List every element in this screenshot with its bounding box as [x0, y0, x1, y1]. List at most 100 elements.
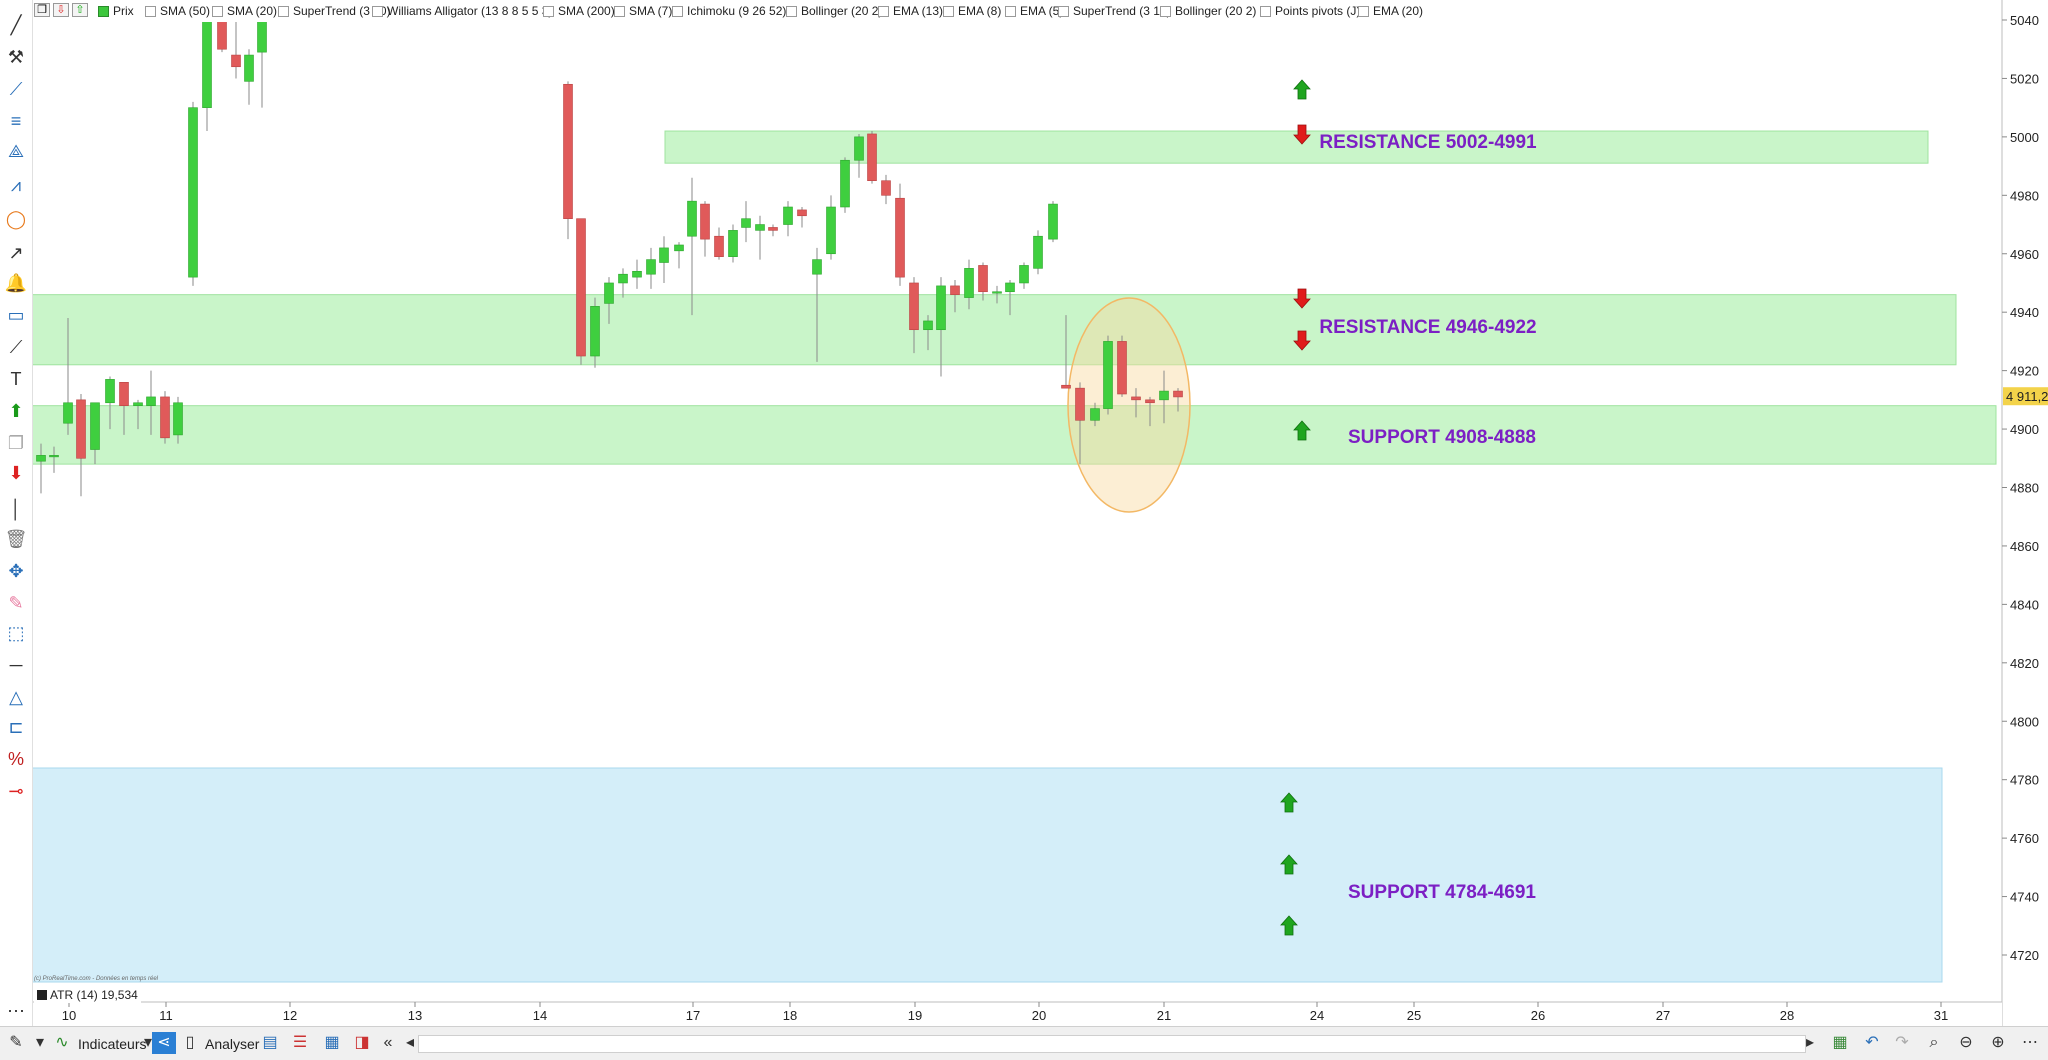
candle[interactable] [1090, 402, 1100, 427]
candle[interactable] [923, 315, 933, 351]
share-icon[interactable]: ⋖ [152, 1032, 176, 1054]
restore-window-icon[interactable]: ❐ [34, 3, 50, 17]
candle[interactable] [1033, 230, 1043, 275]
candle[interactable] [173, 396, 183, 444]
candle[interactable] [646, 247, 656, 289]
pencil-icon[interactable]: ✎ [8, 593, 24, 613]
calendar-icon[interactable]: ▦ [1832, 1034, 1848, 1051]
price-chart[interactable]: RESISTANCE 5002-4991 RESISTANCE 4946-4922… [0, 0, 2048, 1026]
undo-icon[interactable]: ↶ [1865, 1034, 1879, 1051]
horizontal-line-icon[interactable]: ─ [9, 655, 23, 675]
zoom-rect-icon[interactable]: ⬚ [7, 623, 25, 643]
indicator-checkbox[interactable] [1058, 5, 1069, 17]
indicator-checkbox[interactable] [372, 5, 383, 17]
indicator-toggle[interactable]: Points pivots (J) [1260, 4, 1360, 18]
indicator-toggle[interactable]: EMA (5) [1005, 4, 1063, 18]
candle[interactable] [1159, 370, 1169, 424]
vertical-line-icon[interactable]: │ [10, 499, 22, 519]
indicator-toggle[interactable]: EMA (13) [878, 4, 943, 18]
indicators-icon[interactable]: ∿ [55, 1034, 69, 1051]
trash-icon[interactable]: 🗑 [4, 529, 28, 549]
candle[interactable] [840, 157, 850, 213]
candle[interactable] [188, 101, 198, 286]
zoom-area-icon[interactable]: ⌕ [1929, 1034, 1939, 1051]
channel-icon[interactable]: ⊏ [8, 717, 24, 737]
candle[interactable] [881, 174, 891, 205]
scroll-left-icon[interactable]: ◂ [405, 1034, 415, 1051]
ray-icon[interactable]: ⊸ [8, 781, 24, 801]
candle[interactable] [797, 207, 807, 228]
candle[interactable] [618, 268, 628, 298]
candle[interactable] [700, 201, 710, 257]
fib-extension-icon[interactable]: ⩘ [10, 175, 22, 195]
up-arrow-icon[interactable] [1280, 792, 1298, 813]
comment-icon[interactable]: ▤ [262, 1034, 278, 1051]
percent-icon[interactable]: % [7, 749, 24, 769]
more-options-icon[interactable]: ⋯ [2022, 1034, 2038, 1051]
indicator-toggle[interactable]: Williams Alligator (13 8 8 5 5 3) [372, 4, 552, 18]
indicator-toggle[interactable]: EMA (8) [943, 4, 1001, 18]
indicator-checkbox[interactable] [212, 5, 223, 17]
candle[interactable] [1019, 262, 1029, 289]
indicator-checkbox[interactable] [943, 5, 954, 17]
candle[interactable] [1005, 280, 1015, 316]
candle[interactable] [826, 195, 836, 260]
down-arrow-icon[interactable] [1293, 288, 1311, 309]
candle[interactable] [854, 133, 864, 178]
indicator-checkbox[interactable] [278, 5, 289, 17]
portfolio-icon[interactable]: ◨ [354, 1034, 370, 1051]
down-arrow-icon[interactable]: ⬇ [8, 463, 24, 483]
candle[interactable] [576, 218, 586, 365]
candle[interactable] [563, 81, 573, 240]
text-icon[interactable]: T [10, 369, 22, 389]
list-icon[interactable]: ☰ [292, 1034, 308, 1051]
fib-projection-icon[interactable]: ⟁ [7, 141, 25, 161]
candle[interactable] [867, 131, 877, 184]
candle[interactable] [741, 201, 751, 243]
candle[interactable] [119, 382, 129, 435]
indicators-button[interactable]: Indicateurs [78, 1036, 147, 1052]
time-axis[interactable] [32, 1002, 2002, 1026]
copy-icon[interactable]: ❐ [7, 433, 25, 453]
dropdown-icon[interactable]: ▾ [35, 1034, 45, 1051]
candle[interactable] [1048, 201, 1058, 243]
up-arrow-icon[interactable] [1280, 915, 1298, 936]
candle[interactable] [632, 259, 642, 289]
indicator-checkbox[interactable] [1160, 5, 1171, 17]
candle[interactable] [1103, 335, 1113, 415]
down-arrow-icon[interactable] [1293, 330, 1311, 351]
analyser-icon[interactable]: ▯ [185, 1034, 195, 1051]
candle[interactable] [812, 247, 822, 362]
candle[interactable] [1117, 335, 1127, 397]
candle[interactable] [978, 262, 988, 301]
indicator-checkbox[interactable] [786, 5, 797, 17]
fan-icon[interactable]: ⟋ [9, 79, 23, 99]
zoom-in-icon[interactable]: ⊕ [1991, 1034, 2005, 1051]
candle[interactable] [768, 224, 778, 237]
more-icon[interactable]: ⋯ [7, 1001, 25, 1021]
candle[interactable] [964, 259, 974, 310]
indicator-checkbox[interactable] [98, 5, 109, 17]
alert-bell-icon[interactable]: 🔔 [4, 273, 28, 293]
zone-rect[interactable] [31, 405, 1997, 465]
down-arrow-icon[interactable] [1293, 124, 1311, 145]
candle[interactable] [1075, 382, 1085, 465]
candle[interactable] [728, 224, 738, 263]
tools-icon[interactable]: ⚒ [7, 47, 25, 67]
rectangle-icon[interactable]: ▭ [7, 305, 25, 325]
indicators-dropdown-icon[interactable]: ▾ [143, 1034, 153, 1051]
zone-rect[interactable] [31, 294, 1957, 366]
candle[interactable] [895, 183, 905, 286]
indicator-toggle[interactable]: SMA (7) [614, 4, 672, 18]
analyser-button[interactable]: Analyser [205, 1036, 260, 1052]
candle[interactable] [244, 49, 254, 105]
scroll-right-icon[interactable]: ▸ [1805, 1034, 1815, 1051]
candle[interactable] [76, 394, 86, 497]
indicator-toggle[interactable]: SMA (20) [212, 4, 277, 18]
candle[interactable] [63, 318, 73, 435]
up-arrow-icon[interactable]: ⬆ [8, 401, 24, 421]
price-axis[interactable] [2003, 0, 2048, 1026]
indicator-toggle[interactable]: Ichimoku (9 26 52) [672, 4, 786, 18]
candle[interactable] [1145, 396, 1155, 427]
candle[interactable] [146, 370, 156, 435]
